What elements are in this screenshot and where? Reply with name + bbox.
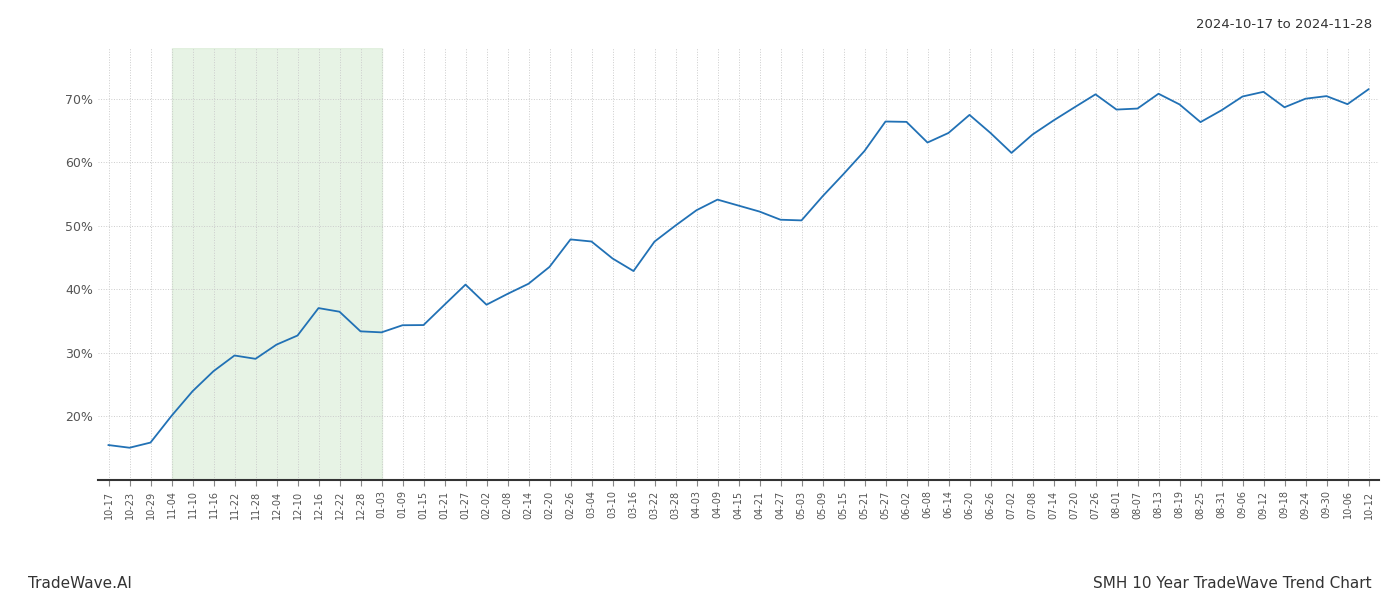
Bar [172,48,381,480]
Text: 2024-10-17 to 2024-11-28: 2024-10-17 to 2024-11-28 [1196,18,1372,31]
Text: TradeWave.AI: TradeWave.AI [28,576,132,591]
Text: SMH 10 Year TradeWave Trend Chart: SMH 10 Year TradeWave Trend Chart [1093,576,1372,591]
